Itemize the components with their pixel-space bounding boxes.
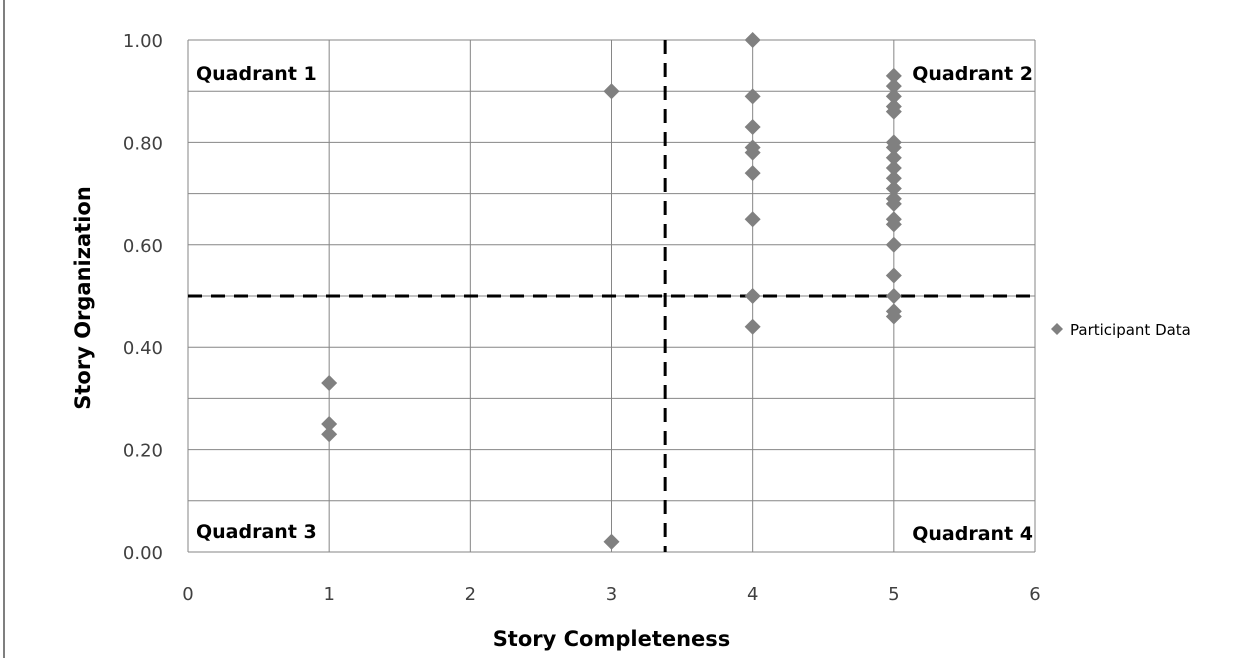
x-tick-label: 0 [182,584,193,605]
data-point [885,170,902,187]
frame-left-border [3,0,5,658]
data-point [885,308,902,325]
data-point [885,88,902,105]
quadrant-label: Quadrant 1 [196,63,317,85]
data-point [321,416,338,432]
data-point [885,180,902,197]
x-tick-label: 6 [1029,584,1040,605]
data-point [885,195,902,212]
legend-marker [1051,323,1063,335]
y-tick-label: 0.40 [123,338,163,359]
y-tick-label: 0.80 [123,133,163,154]
data-point [885,103,902,120]
data-point [744,88,761,105]
data-points [321,32,902,550]
y-tick-label: 0.00 [123,543,163,564]
data-point [744,144,761,161]
data-point [744,318,761,335]
quadrant-label: Quadrant 2 [912,63,1033,85]
x-tick-label: 2 [465,584,476,605]
data-point [885,78,902,95]
data-point [744,165,761,182]
y-tick-label: 0.60 [123,236,163,257]
data-point [321,426,338,443]
data-point [744,32,761,48]
legend-series-label: Participant Data [1070,321,1191,339]
reference-lines [188,40,1035,552]
data-point [603,533,620,550]
x-tick-label: 5 [888,584,899,605]
legend: Participant Data [1051,321,1191,339]
quadrant-label: Quadrant 4 [912,523,1033,545]
y-tick-label: 1.00 [123,31,163,52]
data-point [885,139,902,156]
y-tick-label: 0.20 [123,441,163,462]
x-tick-label: 3 [606,584,617,605]
data-point [885,267,902,284]
quadrant-labels: Quadrant 1 Quadrant 2 Quadrant 3 Quadrant 4 [196,63,1033,545]
quadrant-label: Quadrant 3 [196,521,317,543]
data-point [603,83,620,100]
data-point [885,149,902,166]
x-tick-label: 4 [747,584,758,605]
x-tick-label: 1 [323,584,334,605]
data-point [885,236,902,253]
data-point [744,211,761,228]
x-axis-title: Story Completeness [493,627,731,651]
data-point [744,288,761,304]
data-point [321,375,338,392]
data-point [885,288,902,304]
data-point [885,160,902,176]
y-axis-title: Story Organization [71,186,95,410]
data-point [744,119,761,136]
data-point [885,67,902,84]
tick-labels: 0 1 2 3 4 5 6 0.00 0.20 0.40 0.60 0.80 1.00 [123,31,1041,605]
data-point [885,216,902,233]
